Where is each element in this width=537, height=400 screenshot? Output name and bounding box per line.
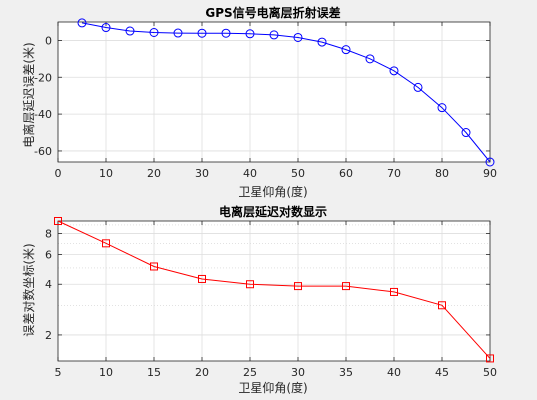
data-point [365, 54, 375, 64]
data-point [77, 18, 87, 28]
data-point [317, 37, 327, 47]
x-tick-label: 50 [291, 167, 305, 180]
data-point [54, 217, 62, 225]
plot-area [57, 220, 491, 362]
axes-background [58, 22, 490, 162]
y-tick-label: -20 [34, 71, 52, 84]
y-tick-label: 8 [45, 228, 52, 241]
x-tick-label: 5 [55, 366, 62, 379]
x-tick-label: 80 [435, 167, 449, 180]
y-tick-label: -40 [34, 108, 52, 121]
chart-title: 电离层延迟对数显示 [219, 204, 327, 219]
data-point [486, 354, 494, 363]
x-axis-label: 卫星仰角(度) [238, 184, 307, 199]
data-point [102, 239, 110, 248]
data-point [437, 103, 447, 113]
data-point [246, 280, 254, 289]
x-tick-label: 40 [387, 366, 401, 379]
chart-title: GPS信号电离层折射误差 [205, 5, 340, 20]
x-tick-label: 20 [147, 167, 161, 180]
y-tick-label: 6 [45, 249, 52, 262]
x-tick-label: 10 [99, 167, 113, 180]
chart-ionospheric-refraction-error: GPS信号电离层折射误差 卫星仰角(度) 电离层延迟误差(米) 0 10 20 30 4… [21, 5, 497, 199]
y-tick-label: 2 [45, 329, 52, 342]
data-point [389, 66, 399, 76]
data-point [149, 28, 159, 37]
data-point [413, 82, 423, 92]
data-point [101, 23, 111, 33]
data-point [221, 28, 231, 38]
data-point [485, 157, 495, 167]
data-point [245, 29, 255, 39]
x-tick-label: 30 [195, 167, 209, 180]
data-point [438, 301, 446, 310]
x-tick-label: 20 [195, 366, 209, 379]
x-tick-label: 60 [339, 167, 353, 180]
x-tick-label: 25 [243, 366, 257, 379]
x-tick-label: 90 [483, 167, 497, 180]
axes-box [57, 21, 491, 163]
y-axis-label: 电离层延迟误差(米) [21, 42, 36, 147]
data-point [461, 128, 471, 138]
data-point [342, 282, 350, 291]
y-tick-label: 4 [45, 278, 52, 291]
y-tick-label: 0 [45, 34, 52, 47]
x-tick-label: 50 [483, 366, 497, 379]
x-tick-label: 45 [435, 366, 449, 379]
y-tick-label: -60 [34, 145, 52, 158]
x-tick-label: 40 [243, 167, 257, 180]
data-point [269, 30, 279, 40]
data-point [173, 28, 183, 38]
y-axis-label: 误差对数坐标(米) [21, 243, 36, 336]
axes-background [58, 221, 490, 361]
x-tick-label: 70 [387, 167, 401, 180]
x-tick-label: 10 [99, 366, 113, 379]
axes-box [57, 220, 491, 362]
data-point [197, 28, 207, 38]
data-point [125, 26, 135, 36]
x-tick-label: 0 [55, 167, 62, 180]
data-point [341, 45, 351, 55]
x-tick-label: 15 [147, 366, 161, 379]
data-point [293, 32, 303, 42]
data-point [294, 282, 302, 291]
plot-area [57, 21, 491, 163]
data-point [198, 274, 206, 283]
x-axis-label: 卫星仰角(度) [238, 380, 307, 395]
data-point [150, 262, 158, 271]
x-tick-label: 35 [339, 366, 353, 379]
data-point [390, 287, 398, 296]
chart-ionospheric-delay-log: 电离层延迟对数显示 卫星仰角(度) 误差对数坐标(米) 5 10 15 20 25 30 3… [21, 204, 497, 395]
x-tick-label: 30 [291, 366, 305, 379]
series-line [57, 220, 491, 359]
